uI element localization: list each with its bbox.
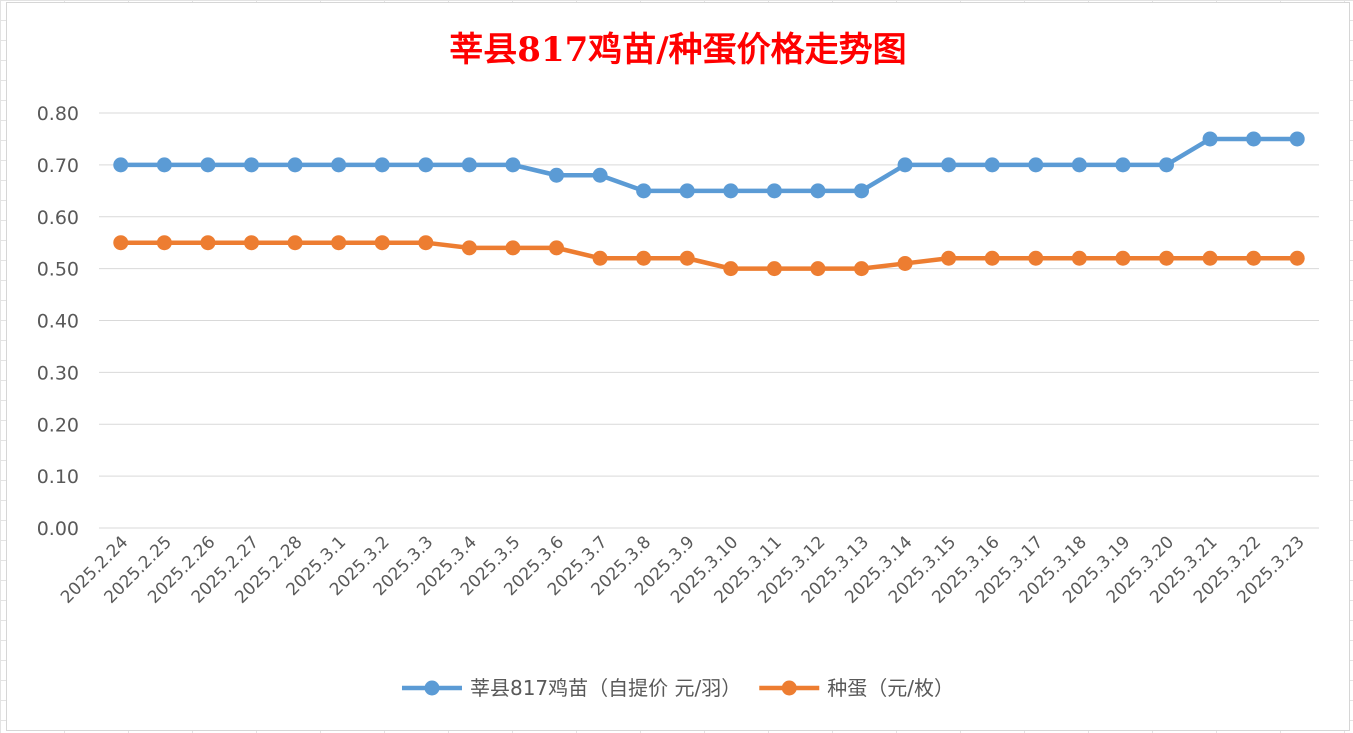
data-point[interactable] bbox=[766, 183, 782, 199]
legend: 莘县817鸡苗（自提价 元/羽） 种蛋（元/枚） bbox=[401, 676, 954, 700]
data-point[interactable] bbox=[941, 157, 957, 173]
series-line bbox=[120, 136, 1298, 194]
data-point[interactable] bbox=[331, 235, 347, 251]
data-point[interactable] bbox=[723, 261, 739, 277]
data-point[interactable] bbox=[897, 157, 913, 173]
data-point[interactable] bbox=[374, 235, 390, 251]
data-point[interactable] bbox=[1028, 157, 1044, 173]
legend-item-0[interactable]: 莘县817鸡苗（自提价 元/羽） bbox=[401, 676, 741, 700]
data-point[interactable] bbox=[1202, 250, 1218, 266]
data-point[interactable] bbox=[679, 250, 695, 266]
data-point[interactable] bbox=[549, 167, 564, 183]
legend-label: 莘县817鸡苗（自提价 元/羽） bbox=[470, 676, 741, 700]
data-point[interactable] bbox=[461, 240, 477, 256]
data-point[interactable] bbox=[549, 240, 564, 256]
data-point[interactable] bbox=[113, 235, 129, 251]
y-tick-label: 0.00 bbox=[37, 518, 79, 540]
data-point[interactable] bbox=[636, 250, 652, 266]
data-point[interactable] bbox=[113, 157, 129, 173]
data-point[interactable] bbox=[156, 157, 172, 173]
data-point[interactable] bbox=[331, 157, 347, 173]
data-point[interactable] bbox=[723, 183, 739, 199]
data-point[interactable] bbox=[1071, 157, 1087, 173]
data-point[interactable] bbox=[1071, 250, 1087, 266]
data-point[interactable] bbox=[854, 183, 869, 199]
data-point[interactable] bbox=[244, 157, 259, 173]
chart-area[interactable]: 莘县817鸡苗/种蛋价格走势图 0.00 0.10 0.20 0.30 0.40 0.50… bbox=[6, 2, 1350, 731]
y-tick-label: 0.80 bbox=[37, 103, 79, 125]
data-point[interactable] bbox=[287, 157, 303, 173]
series-line bbox=[120, 240, 1298, 271]
y-tick-label: 0.60 bbox=[37, 207, 79, 229]
data-point[interactable] bbox=[1246, 131, 1262, 147]
data-point[interactable] bbox=[287, 235, 303, 251]
legend-label: 种蛋（元/枚） bbox=[827, 676, 954, 700]
y-tick-label: 0.10 bbox=[37, 466, 79, 488]
y-axis-ticks: 0.00 0.10 0.20 0.30 0.40 0.50 0.60 0.70 0.80 bbox=[37, 103, 79, 540]
data-point[interactable] bbox=[418, 235, 434, 251]
data-point[interactable] bbox=[984, 250, 1000, 266]
legend-swatch-marker bbox=[424, 680, 440, 696]
series-group bbox=[113, 131, 1305, 277]
line-chart: 莘县817鸡苗/种蛋价格走势图 0.00 0.10 0.20 0.30 0.40 0.50… bbox=[37, 30, 1319, 700]
y-tick-label: 0.30 bbox=[37, 362, 79, 384]
data-point[interactable] bbox=[418, 157, 434, 173]
legend-swatch-marker bbox=[781, 680, 797, 696]
data-point[interactable] bbox=[374, 157, 390, 173]
data-point[interactable] bbox=[592, 250, 608, 266]
chart-title: 莘县817鸡苗/种蛋价格走势图 bbox=[449, 30, 906, 70]
data-point[interactable] bbox=[636, 183, 652, 199]
data-point[interactable] bbox=[244, 235, 259, 251]
data-point[interactable] bbox=[1289, 131, 1305, 147]
data-point[interactable] bbox=[679, 183, 695, 199]
y-tick-label: 0.50 bbox=[37, 259, 79, 281]
data-point[interactable] bbox=[592, 167, 608, 183]
data-point[interactable] bbox=[461, 157, 477, 173]
data-point[interactable] bbox=[984, 157, 1000, 173]
data-point[interactable] bbox=[941, 250, 957, 266]
data-point[interactable] bbox=[1246, 250, 1262, 266]
data-point[interactable] bbox=[505, 157, 521, 173]
data-point[interactable] bbox=[1202, 131, 1218, 147]
data-point[interactable] bbox=[1115, 157, 1131, 173]
y-tick-label: 0.40 bbox=[37, 311, 79, 333]
data-point[interactable] bbox=[810, 183, 826, 199]
data-point[interactable] bbox=[1115, 250, 1131, 266]
series-0 bbox=[113, 131, 1305, 199]
data-point[interactable] bbox=[1289, 250, 1305, 266]
data-point[interactable] bbox=[505, 240, 521, 256]
data-point[interactable] bbox=[1159, 250, 1174, 266]
y-tick-label: 0.20 bbox=[37, 414, 79, 436]
data-point[interactable] bbox=[1159, 157, 1174, 173]
gridlines bbox=[99, 112, 1319, 529]
legend-item-1[interactable]: 种蛋（元/枚） bbox=[759, 676, 954, 700]
data-point[interactable] bbox=[810, 261, 826, 277]
data-point[interactable] bbox=[200, 235, 216, 251]
y-tick-label: 0.70 bbox=[37, 155, 79, 177]
data-point[interactable] bbox=[156, 235, 172, 251]
data-point[interactable] bbox=[766, 261, 782, 277]
series-1 bbox=[113, 235, 1305, 277]
data-point[interactable] bbox=[897, 255, 913, 271]
data-point[interactable] bbox=[854, 261, 869, 277]
data-point[interactable] bbox=[200, 157, 216, 173]
data-point[interactable] bbox=[1028, 250, 1044, 266]
x-axis-ticks: 2025.2.242025.2.252025.2.262025.2.272025… bbox=[57, 532, 1309, 607]
